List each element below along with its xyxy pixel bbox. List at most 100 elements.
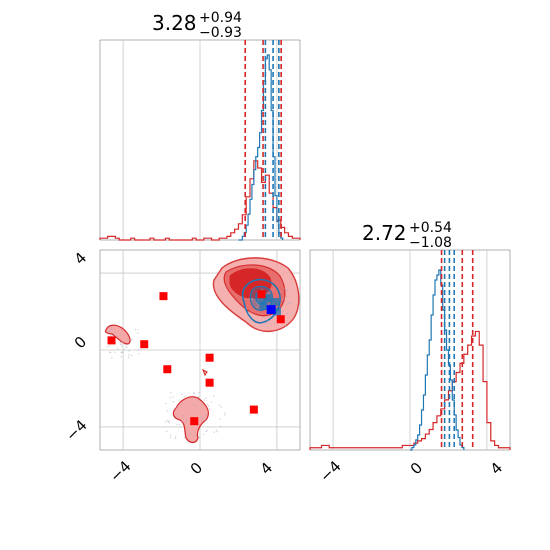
right-title-plus: +0.54 xyxy=(409,220,452,236)
sample-dot xyxy=(124,348,126,351)
sample-dot xyxy=(192,403,194,406)
sample-dot xyxy=(138,353,140,355)
sample-dot xyxy=(109,345,111,347)
sample-dot xyxy=(138,348,140,351)
red-square-marker xyxy=(140,340,149,349)
sample-dot xyxy=(130,354,133,357)
red-histogram xyxy=(309,330,511,450)
sample-dot xyxy=(176,423,178,426)
sample-dot xyxy=(137,329,139,331)
sample-dot xyxy=(175,436,177,438)
top-title-minus: −0.93 xyxy=(199,25,242,41)
sample-dot xyxy=(185,418,188,420)
sample-dot xyxy=(253,326,255,328)
sample-dot xyxy=(203,433,205,436)
sample-dot xyxy=(215,429,218,431)
sample-dot xyxy=(260,325,263,327)
top-title-value: 3.28 xyxy=(152,11,197,35)
red-square-marker xyxy=(205,353,214,362)
red-square-marker xyxy=(107,336,116,345)
red-square-marker xyxy=(249,405,258,414)
sample-dot xyxy=(134,329,137,331)
sample-dot xyxy=(200,417,203,419)
red-square-marker xyxy=(163,365,172,374)
sample-dot xyxy=(256,302,258,304)
sample-dot xyxy=(261,317,263,319)
sample-dot xyxy=(204,419,207,422)
sample-dot xyxy=(260,313,263,315)
sample-dot xyxy=(220,406,222,408)
sample-dot xyxy=(245,307,247,309)
sample-dot xyxy=(263,324,265,327)
sample-dot xyxy=(281,299,284,301)
sample-dot xyxy=(216,431,218,433)
sample-dot xyxy=(224,412,226,414)
sample-dot xyxy=(267,314,270,316)
sample-dot xyxy=(261,288,263,291)
sample-dot xyxy=(191,434,194,436)
sample-dot xyxy=(120,343,122,346)
sample-dot xyxy=(169,436,172,439)
sample-dot xyxy=(286,304,289,306)
red-square-marker xyxy=(205,378,214,387)
sample-dot xyxy=(249,318,251,320)
sample-dot xyxy=(251,311,253,313)
sample-dot xyxy=(284,325,287,327)
red-square-marker xyxy=(159,292,168,301)
sample-dot xyxy=(110,328,113,330)
sample-dot xyxy=(289,292,292,294)
sample-dot xyxy=(128,339,131,341)
sample-dot xyxy=(178,399,181,401)
right-title-value: 2.72 xyxy=(362,221,407,245)
sample-dot xyxy=(184,421,187,423)
right-x-ticks: −4 0 4 xyxy=(316,457,506,485)
sample-dot xyxy=(176,407,178,409)
x-tick-label: 4 xyxy=(257,459,276,478)
sample-dot xyxy=(107,331,110,334)
sample-dot xyxy=(208,408,211,410)
right-title-minus: −1.08 xyxy=(409,235,452,251)
sample-dot xyxy=(192,393,195,395)
sample-dot xyxy=(268,322,270,325)
top-hist-title: 3.28 +0.94 −0.93 xyxy=(152,10,242,41)
sample-dot xyxy=(119,341,121,344)
sample-dot xyxy=(205,430,207,433)
x-tick-label: 0 xyxy=(407,459,426,478)
sample-dot xyxy=(193,392,195,394)
sample-dot xyxy=(260,320,262,322)
right-hist-panel xyxy=(309,249,511,451)
sample-dot xyxy=(184,436,186,439)
sample-dot xyxy=(205,414,207,417)
sample-dot xyxy=(166,419,169,422)
sample-dot xyxy=(179,403,181,406)
blue-histogram xyxy=(238,54,284,241)
sample-dot xyxy=(272,289,275,291)
sample-dot xyxy=(174,437,177,440)
sample-dot xyxy=(286,289,288,292)
sample-dot xyxy=(274,322,276,324)
sample-dot xyxy=(165,402,167,405)
sample-dot xyxy=(165,421,167,423)
sample-dot xyxy=(113,331,115,334)
sample-dot xyxy=(185,394,187,397)
sample-dot xyxy=(287,302,290,304)
sample-dot xyxy=(264,317,266,320)
sample-dot xyxy=(266,292,268,295)
sample-dot xyxy=(177,419,180,421)
red-contour-small xyxy=(202,368,208,377)
sample-dot xyxy=(120,345,123,347)
scatter-y-ticks: 4 0 −4 xyxy=(62,249,90,445)
sample-dot xyxy=(114,335,116,337)
sample-dot xyxy=(128,350,130,352)
sample-dot xyxy=(107,330,110,332)
sample-dot xyxy=(267,316,270,318)
sample-dot xyxy=(219,425,222,427)
sample-dot xyxy=(208,405,210,407)
sample-dot xyxy=(249,320,251,323)
sample-dot xyxy=(282,310,284,312)
sample-dot xyxy=(219,418,221,420)
sample-dot xyxy=(121,351,123,354)
sample-dot xyxy=(205,397,207,400)
sample-dot xyxy=(247,312,250,315)
sample-dot xyxy=(289,302,292,305)
